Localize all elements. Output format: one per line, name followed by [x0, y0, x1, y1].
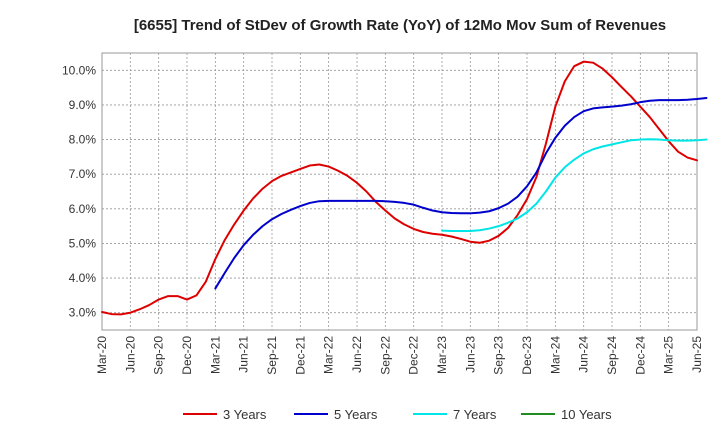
y-tick-label: 4.0%	[69, 271, 97, 285]
y-tick-label: 8.0%	[69, 133, 97, 147]
x-tick-label: Dec-24	[633, 336, 647, 375]
y-tick-label: 3.0%	[69, 306, 97, 320]
x-tick-label: Sep-23	[492, 336, 506, 375]
x-tick-label: Mar-20	[95, 336, 109, 374]
x-tick-label: Sep-21	[265, 336, 279, 375]
legend-item: 5 Years	[294, 407, 378, 422]
legend-label: 10 Years	[561, 407, 612, 422]
y-tick-label: 9.0%	[69, 98, 97, 112]
x-tick-label: Sep-24	[605, 336, 619, 375]
x-tick-label: Dec-23	[520, 336, 534, 375]
x-tick-label: Sep-20	[152, 336, 166, 375]
axis-layer: 3.0% 4.0% 5.0% 6.0% 7.0% 8.0% 9.0% 10.0% Mar-20 J…	[62, 63, 704, 374]
legend-label: 3 Years	[223, 407, 267, 422]
x-tick-label: Sep-22	[378, 336, 392, 375]
series-line-7-years	[441, 138, 708, 232]
x-tick-label: Mar-21	[208, 336, 222, 374]
series-line-5-years	[214, 97, 708, 290]
y-tick-label: 7.0%	[69, 167, 97, 181]
chart-title: [6655] Trend of StDev of Growth Rate (Yo…	[134, 17, 666, 34]
legend-item: 3 Years	[183, 407, 267, 422]
x-tick-label: Jun-21	[237, 336, 251, 373]
x-tick-label: Jun-23	[463, 336, 477, 373]
x-tick-label: Dec-21	[293, 336, 307, 375]
plot-area	[101, 52, 698, 331]
legend: 3 Years 5 Years 7 Years 10 Years	[183, 407, 612, 422]
x-tick-label: Mar-23	[435, 336, 449, 374]
y-tick-label: 10.0%	[62, 63, 96, 77]
legend-item: 7 Years	[413, 407, 497, 422]
legend-item: 10 Years	[521, 407, 612, 422]
x-tick-label: Jun-22	[350, 336, 364, 373]
x-tick-label: Mar-22	[322, 336, 336, 374]
legend-label: 5 Years	[334, 407, 378, 422]
grid-layer	[101, 52, 698, 331]
series-line-3-years	[101, 60, 698, 316]
x-tick-label: Mar-24	[548, 336, 562, 374]
x-tick-label: Dec-22	[407, 336, 421, 375]
y-tick-label: 6.0%	[69, 202, 97, 216]
x-tick-label: Jun-20	[123, 336, 137, 373]
x-tick-label: Jun-24	[577, 336, 591, 373]
y-tick-label: 5.0%	[69, 236, 97, 250]
x-tick-label: Mar-25	[662, 336, 676, 374]
x-tick-label: Jun-25	[690, 336, 704, 373]
x-tick-label: Dec-20	[180, 336, 194, 375]
legend-label: 7 Years	[453, 407, 497, 422]
series-layer	[101, 60, 708, 316]
